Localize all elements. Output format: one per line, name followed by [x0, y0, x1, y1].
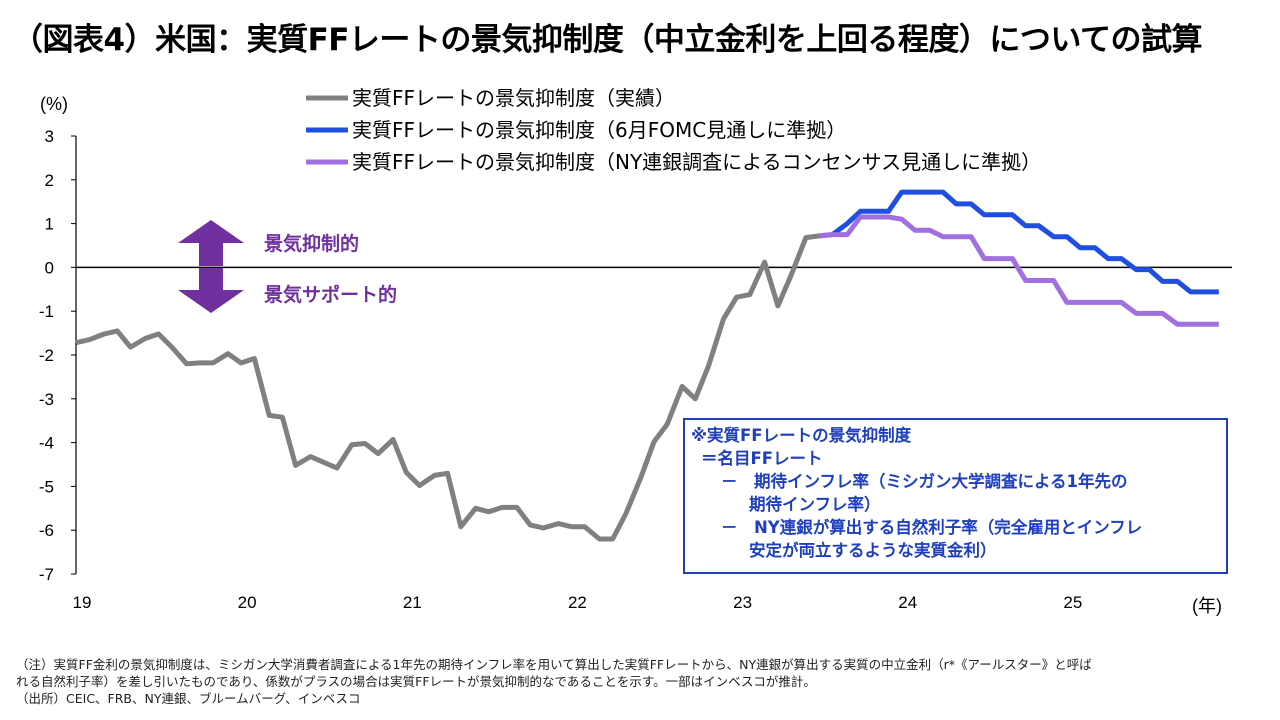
definition-textbox: ※実質FFレートの景気抑制度 ＝名目FFレート － 期待インフレ率（ミシガン大学…: [683, 418, 1228, 574]
y-tick-label: -4: [39, 434, 54, 453]
x-tick-label: 20: [238, 593, 257, 612]
arrow-up-shape: [178, 220, 244, 266]
x-axis: 19 20 21 22 23 24 25 (年): [73, 266, 1232, 616]
x-tick-label: 22: [568, 593, 587, 612]
y-axis: 3 2 1 0 -1 -2 -3 -4 -5 -6 -7 (%): [39, 94, 77, 584]
x-tick-label: 23: [733, 593, 752, 612]
textbox-line: ＝名目FFレート: [701, 449, 823, 468]
series-line-2: [818, 189, 1219, 295]
page-title: （図表4）米国：実質FFレートの景気抑制度（中立金利を上回る程度）についての試算: [12, 22, 1203, 58]
y-axis-label: (%): [40, 94, 68, 114]
y-tick-label: -6: [39, 521, 54, 540]
y-tick-label: 0: [45, 258, 54, 277]
textbox-line: 期待インフレ率）: [749, 495, 881, 514]
x-axis-label: (年): [1192, 596, 1222, 616]
textbox-line: ※実質FFレートの景気抑制度: [691, 426, 912, 445]
series-line-1: [75, 233, 820, 542]
footnote-line: （注）実質FF金利の景気抑制度は、ミシガン大学消費者調査による1年先の期待インフ…: [16, 657, 1092, 672]
series-lines: [75, 189, 1219, 542]
x-tick-label: 19: [73, 593, 92, 612]
series-line-3: [818, 214, 1219, 327]
y-tick-label: -5: [39, 477, 54, 496]
x-tick-label: 24: [898, 593, 917, 612]
up-label: 景気抑制的: [264, 232, 359, 255]
legend: 実質FFレートの景気抑制度（実績） 実質FFレートの景気抑制度（6月FOMC見通し…: [306, 86, 1041, 174]
textbox-line: － 期待インフレ率（ミシガン大学調査による1年先の: [721, 472, 1128, 491]
textbox-line: 安定が両立するような実質金利）: [749, 541, 997, 560]
y-tick-label: -3: [39, 390, 54, 409]
source-note: （出所）CEIC、FRB、NY連銀、ブルームバーグ、インベスコ: [16, 691, 361, 706]
textbox-line: － NY連銀が算出する自然利子率（完全雇用とインフレ: [721, 518, 1143, 537]
legend-label: 実質FFレートの景気抑制度（NY連銀調査によるコンセンサス見通しに準拠）: [352, 150, 1041, 174]
arrow-down-shape: [178, 268, 244, 313]
footnote-line: れる自然利子率）を差し引いたものであり、係数がプラスの場合は実質FFレートが景気…: [16, 674, 816, 689]
y-tick-label: -1: [39, 302, 54, 321]
x-tick-label: 25: [1063, 593, 1082, 612]
y-tick-label: 3: [45, 127, 54, 146]
y-tick-label: -2: [39, 346, 54, 365]
legend-label: 実質FFレートの景気抑制度（6月FOMC見通しに準拠）: [352, 118, 846, 142]
x-tick-label: 21: [403, 593, 422, 612]
y-tick-label: 1: [45, 215, 54, 234]
legend-label: 実質FFレートの景気抑制度（実績）: [352, 86, 675, 110]
down-label: 景気サポート的: [264, 283, 397, 306]
y-tick-label: -7: [39, 565, 54, 584]
y-tick-label: 2: [45, 171, 54, 190]
